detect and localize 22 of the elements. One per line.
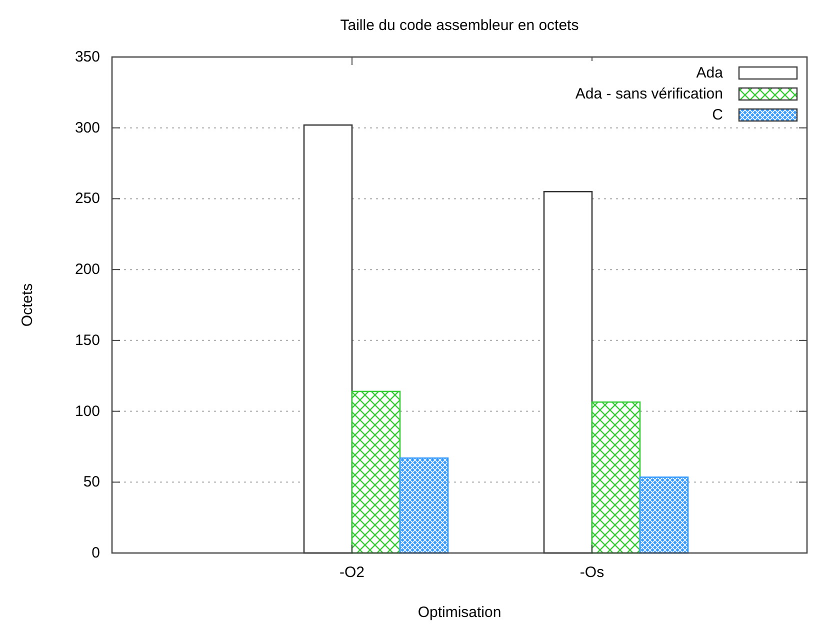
y-tick-label: 200: [74, 261, 100, 278]
y-tick-label: 250: [74, 190, 100, 208]
bar: [639, 476, 689, 554]
y-axis-title: Octets: [19, 283, 36, 327]
y-tick-label: 150: [74, 332, 100, 349]
bar: [303, 124, 353, 554]
bar: [399, 457, 449, 554]
y-tick-label: 100: [74, 402, 100, 420]
bar: [591, 401, 641, 554]
y-tick-label: 300: [74, 119, 100, 136]
x-tick-label: -Os: [580, 564, 604, 581]
legend-label: C: [712, 106, 724, 124]
chart-title: Taille du code assembleur en octets: [340, 17, 579, 34]
legend-label: Ada - sans vérification: [575, 86, 723, 102]
bar: [351, 390, 401, 554]
bar: [543, 190, 593, 554]
y-tick-label: 0: [92, 544, 100, 562]
y-tick-label: 350: [74, 48, 100, 66]
legend-label: Ada: [696, 64, 724, 82]
y-tick-label: 50: [83, 474, 100, 491]
x-axis-title: Optimisation: [418, 604, 502, 621]
x-tick-label: -O2: [339, 564, 365, 581]
